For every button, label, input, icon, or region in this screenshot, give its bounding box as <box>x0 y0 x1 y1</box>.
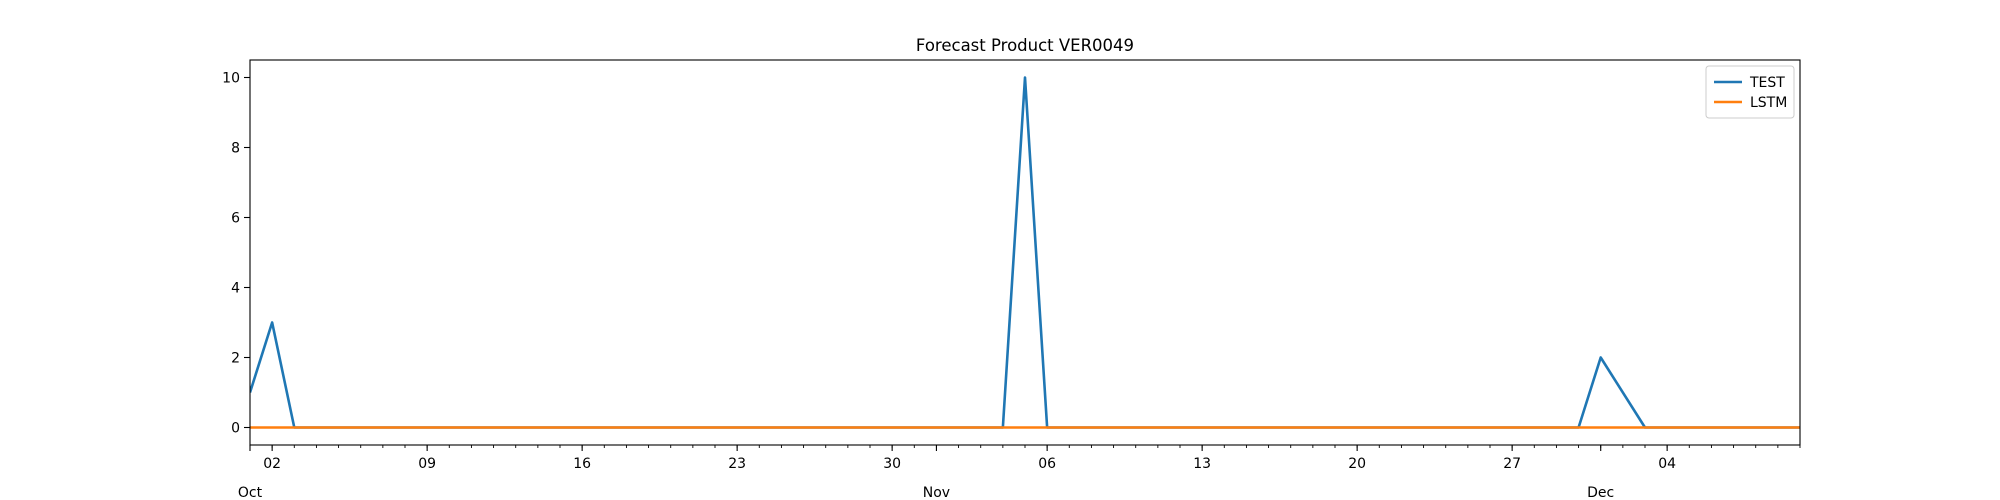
legend-label-test: TEST <box>1749 75 1785 91</box>
x-tick-label: 30 <box>883 456 901 472</box>
x-month-label: Oct <box>238 485 263 500</box>
x-tick-label: 02 <box>263 456 281 472</box>
legend-box <box>1705 65 1795 119</box>
x-month-label: Nov <box>923 485 950 500</box>
y-tick-label: 8 <box>231 141 240 157</box>
x-tick-label: 16 <box>573 456 591 472</box>
x-month-label: Dec <box>1587 485 1614 500</box>
y-tick-label: 10 <box>222 71 240 87</box>
y-tick-label: 2 <box>231 351 240 367</box>
y-tick-label: 4 <box>231 281 240 297</box>
chart-legend: TEST LSTM <box>1705 65 1795 119</box>
x-tick-label: 20 <box>1348 456 1366 472</box>
x-tick-label: 13 <box>1193 456 1211 472</box>
chart-title: Forecast Product VER0049 <box>916 36 1134 55</box>
x-tick-label: 09 <box>418 456 436 472</box>
x-tick-label: 06 <box>1038 456 1056 472</box>
legend-label-lstm: LSTM <box>1750 95 1787 111</box>
series-line-test <box>250 76 1800 429</box>
x-tick-label: 04 <box>1658 456 1676 472</box>
x-tick-label: 23 <box>728 456 746 472</box>
y-tick-label: 0 <box>231 421 240 437</box>
x-tick-label: 27 <box>1503 456 1521 472</box>
y-tick-label: 6 <box>231 211 240 227</box>
